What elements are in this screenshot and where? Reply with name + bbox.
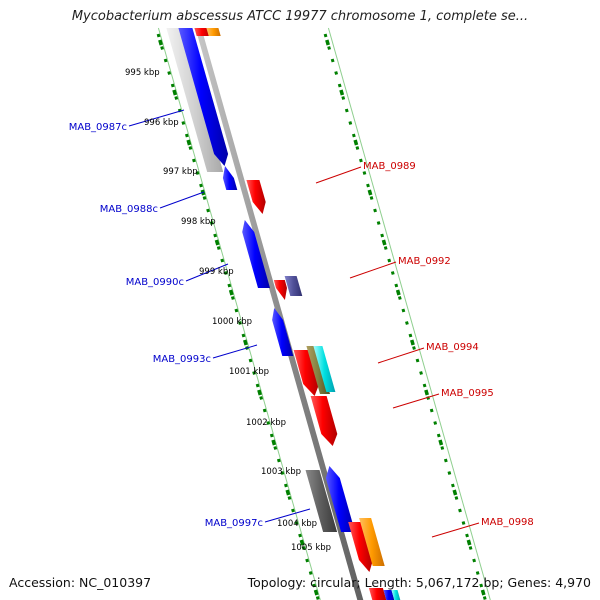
gene-label-mab_0995[interactable]: MAB_0995 [441,388,494,399]
gene-label-mab_0998[interactable]: MAB_0998 [481,517,534,528]
gene-block-8[interactable] [285,276,303,296]
ruler-label: 999 kbp [199,267,234,277]
gene-label-mab_0994[interactable]: MAB_0994 [426,342,479,353]
ruler-label: 997 kbp [163,167,198,177]
gene-features[interactable] [166,28,400,600]
ruler-label: 995 kbp [125,68,160,78]
gene-labels[interactable]: MAB_0987c MAB_0988c MAB_0990c MAB_0993c MAB_… [69,122,534,529]
ruler-label: 1005 kbp [291,543,331,553]
gene-block-4[interactable] [272,308,293,356]
gene-label-mab_0987c[interactable]: MAB_0987c [69,122,127,133]
gene-label-mab_0988c[interactable]: MAB_0988c [100,204,158,215]
gene-label-mab_0997c[interactable]: MAB_0997c [205,518,263,529]
ruler-label: 998 kbp [181,217,216,227]
gene-label-mab_0992[interactable]: MAB_0992 [398,256,451,267]
ruler-label: 996 kbp [144,118,179,128]
ruler-label: 1003 kbp [261,467,301,477]
accession-label: Accession: NC_010397 [9,575,151,590]
gene-label-mab_0989[interactable]: MAB_0989 [363,161,416,172]
gene-block-16[interactable] [206,28,220,36]
ruler-label: 1001 kbp [229,367,269,377]
gene-label-mab_0990c[interactable]: MAB_0990c [126,277,184,288]
ruler-label: 1000 kbp [212,317,252,327]
ruler-label: 1002 kbp [246,418,286,428]
gene-block-2[interactable] [223,166,237,190]
genome-summary: Topology: circular; Length: 5,067,172 bp… [248,575,591,590]
gene-label-mab_0993c[interactable]: MAB_0993c [153,354,211,365]
ruler-label: 1004 kbp [277,519,317,529]
